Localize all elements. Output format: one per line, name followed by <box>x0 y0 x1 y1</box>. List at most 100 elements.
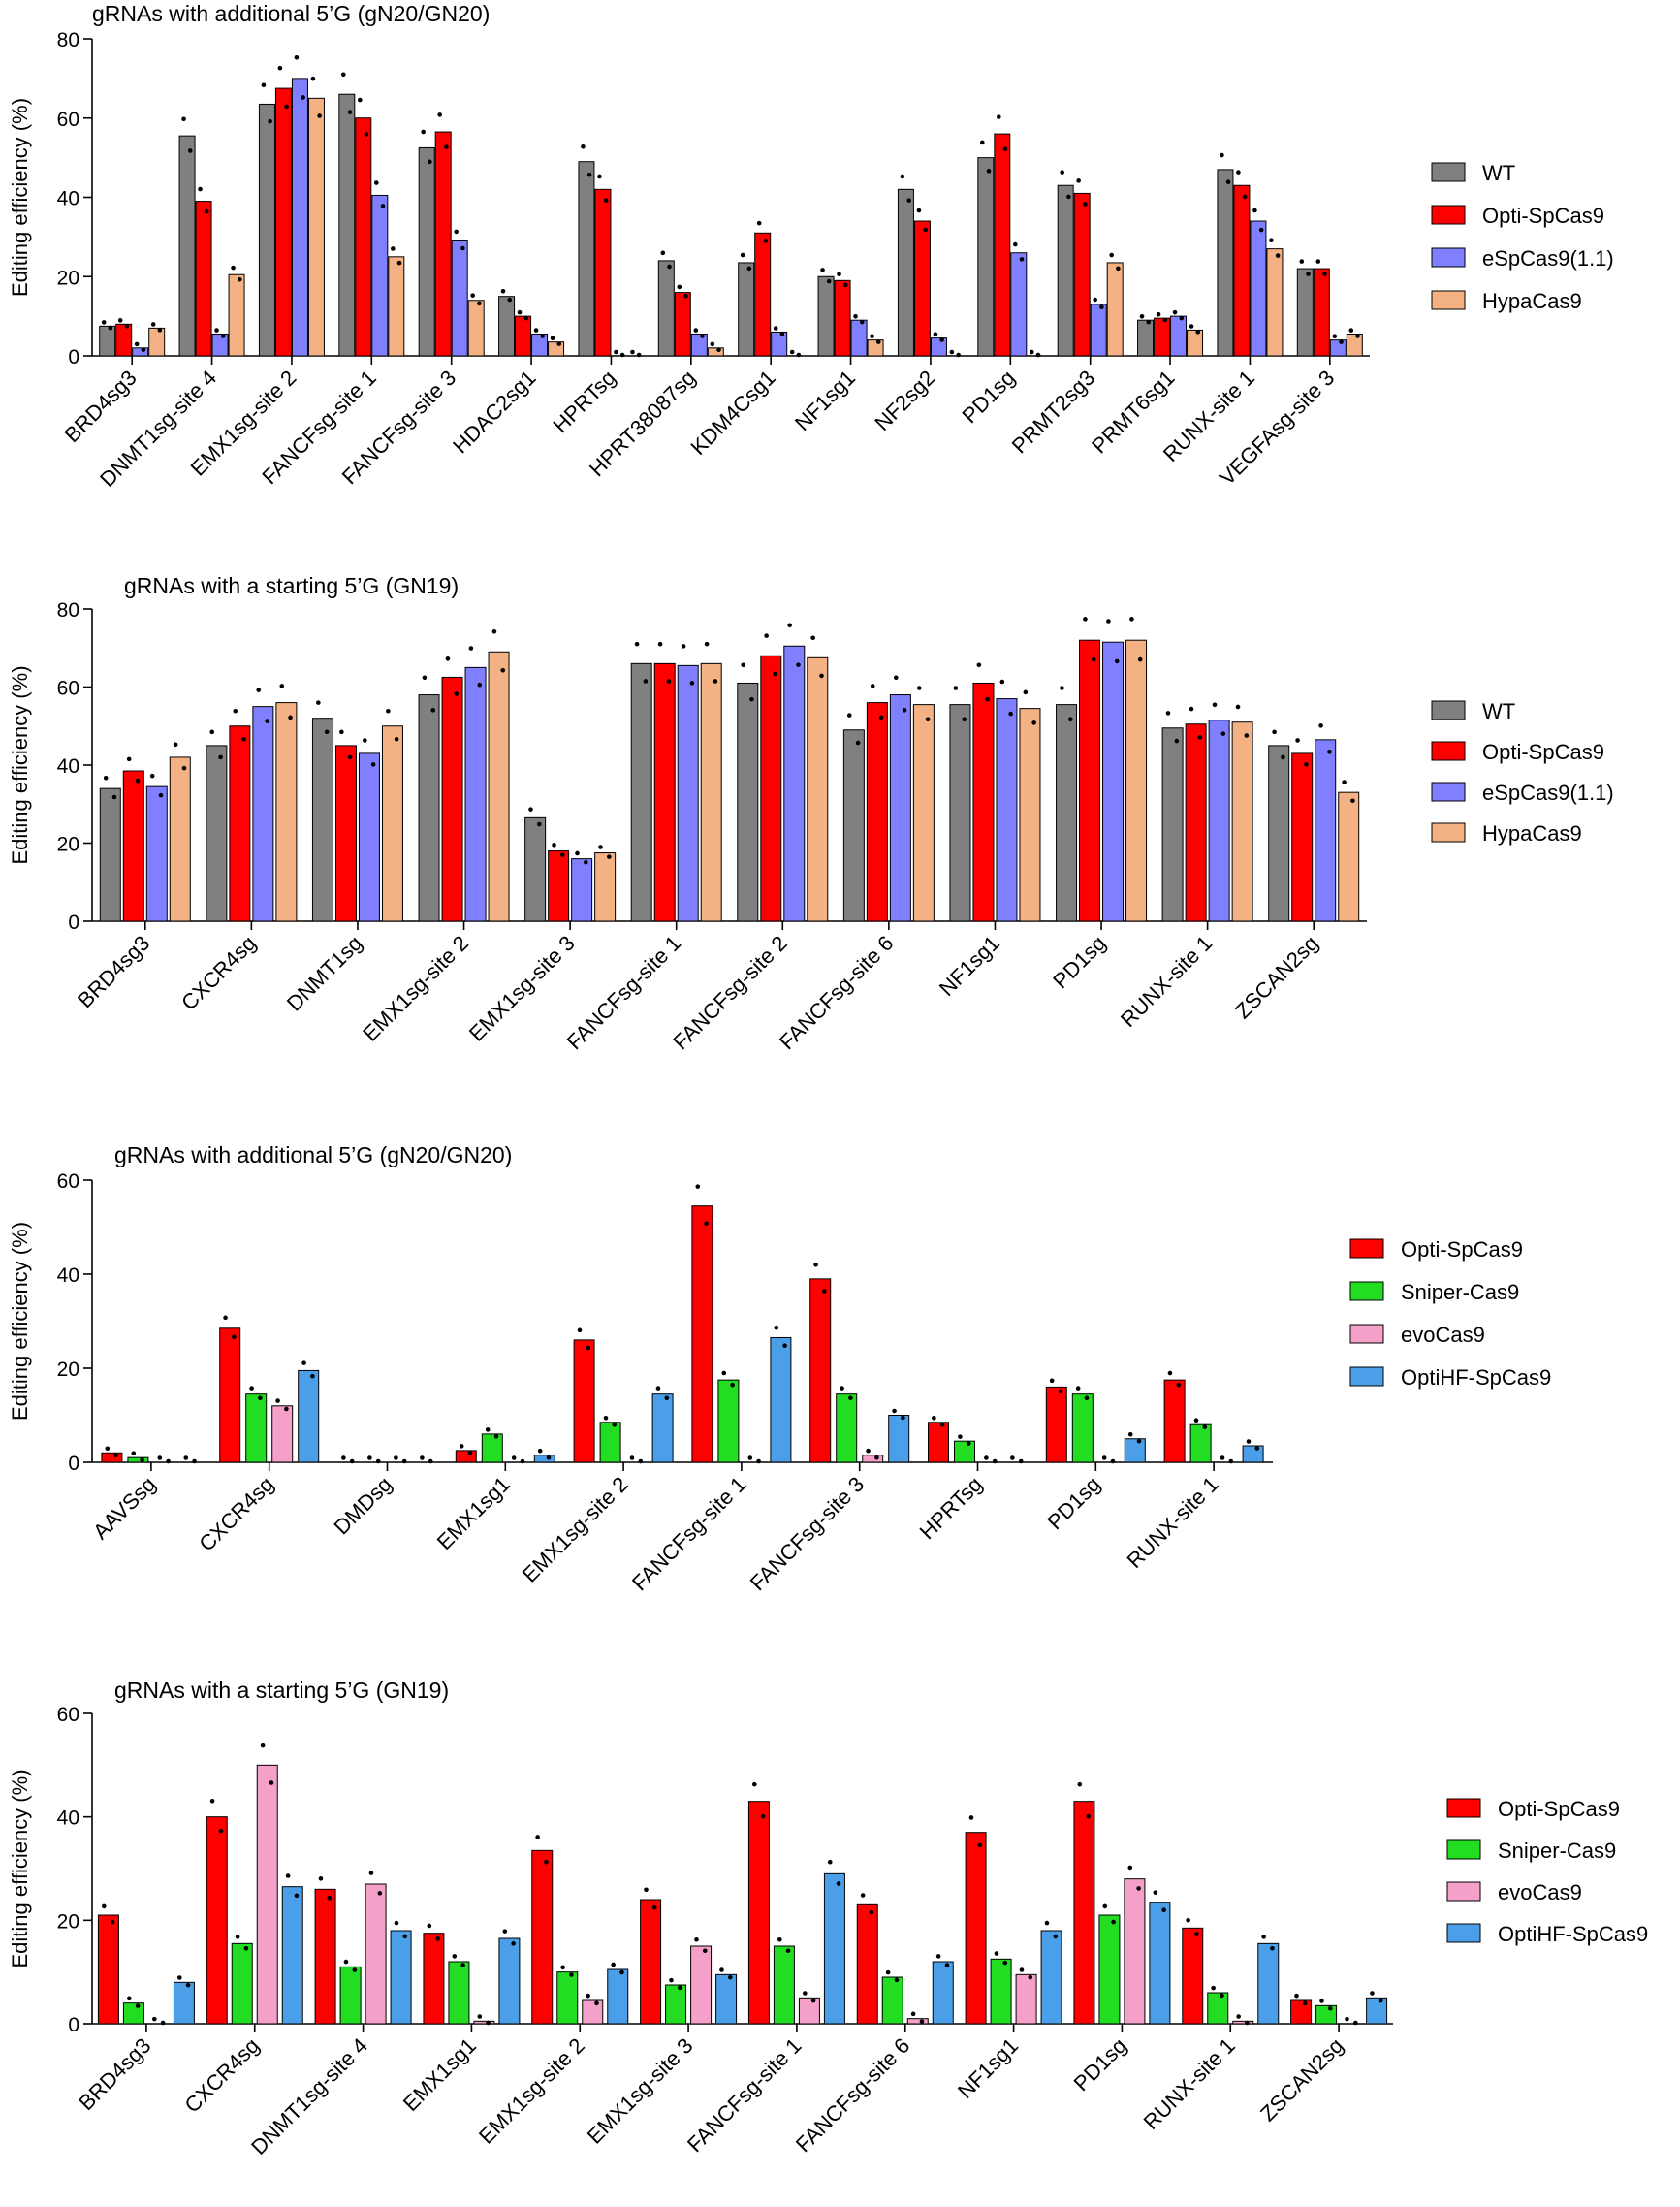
bar-wt-10 <box>1056 704 1078 922</box>
replicate-point <box>727 1974 733 1980</box>
replicate-point <box>597 174 602 179</box>
bar-hypacas9-10 <box>1125 639 1148 922</box>
x-tick-label: PD1sg <box>957 366 1019 428</box>
replicate-point <box>933 332 938 336</box>
replicate-point <box>552 843 556 848</box>
replicate-point <box>294 1893 300 1899</box>
bar-opti-spcas9-3 <box>334 745 357 922</box>
replicate-point <box>1167 1370 1173 1376</box>
legend-label: Sniper-Cas9 <box>1401 1280 1519 1304</box>
replicate-point <box>693 328 699 333</box>
bar-opti-spcas9-9 <box>754 232 772 357</box>
replicate-point <box>777 1936 782 1942</box>
y-tick-label: 20 <box>57 267 79 289</box>
replicate-point <box>491 628 497 634</box>
bar-opti-spcas9-2 <box>195 201 212 357</box>
replicate-point <box>452 1954 458 1959</box>
replicate-point <box>785 1948 791 1954</box>
y-tick-label: 60 <box>57 109 79 131</box>
bar-evocas9-10 <box>1124 1878 1146 2025</box>
bar-opti-spcas9-9 <box>965 1832 987 2025</box>
replicate-point <box>875 339 881 344</box>
bar-optihf-spcas9-5 <box>651 1393 674 1463</box>
replicate-point <box>349 1458 355 1464</box>
bar-wt-12 <box>977 157 995 357</box>
bar-sniper-cas9-12 <box>1315 2004 1338 2025</box>
replicate-point <box>396 260 402 266</box>
bar-optihf-spcas9-5 <box>607 1968 629 2025</box>
bar-espcas9-1-1--6 <box>531 334 549 357</box>
replicate-point <box>669 1977 674 1983</box>
replicate-point <box>820 268 825 272</box>
replicate-point <box>158 792 164 798</box>
legend-swatch <box>1349 1238 1384 1259</box>
replicate-point <box>1002 146 1008 151</box>
x-tick-label: CXCR4sg <box>176 931 261 1015</box>
bar-hypacas9-13 <box>1106 262 1124 357</box>
replicate-point <box>340 72 346 78</box>
replicate-point <box>241 736 246 742</box>
chart-panel-1: gRNAs with additional 5’G (gN20/GN20) Edi… <box>8 1 1614 492</box>
bar-optihf-spcas9-1 <box>173 1981 195 2025</box>
replicate-point <box>444 144 449 149</box>
legend-swatch <box>1431 205 1466 225</box>
replicate-point <box>533 328 539 333</box>
replicate-point <box>1197 735 1203 740</box>
replicate-point <box>826 278 832 284</box>
replicate-point <box>763 239 769 243</box>
bar-hypacas9-7 <box>807 656 829 922</box>
replicate-point <box>1244 733 1250 738</box>
replicate-point <box>594 2000 599 2006</box>
replicate-point <box>166 1458 171 1464</box>
replicate-point <box>612 1422 618 1427</box>
bar-opti-spcas9-12 <box>1291 752 1314 922</box>
replicate-point <box>1236 2014 1241 2019</box>
bar-opti-spcas9-1 <box>101 1452 123 1463</box>
replicate-point <box>386 708 391 714</box>
bar-opti-spcas9-11 <box>913 220 931 357</box>
bar-wt-10 <box>817 275 835 357</box>
replicate-point <box>204 208 209 214</box>
replicate-point <box>1193 1418 1199 1423</box>
replicate-point <box>380 204 386 208</box>
bar-opti-spcas9-15 <box>1233 184 1251 357</box>
replicate-point <box>976 662 982 668</box>
bar-opti-spcas9-1 <box>115 323 133 357</box>
replicate-point <box>1091 656 1096 662</box>
replicate-point <box>1220 152 1224 158</box>
replicate-point <box>1189 324 1194 329</box>
replicate-point <box>892 1408 897 1414</box>
y-axis-label: Editing efficiency (%) <box>8 665 32 864</box>
x-tick-label: DMDsg <box>329 1472 396 1540</box>
replicate-point <box>1318 723 1323 728</box>
replicate-point <box>150 322 156 327</box>
bar-wt-1 <box>99 787 121 922</box>
x-tick-label: NF1sg1 <box>953 2033 1023 2103</box>
replicate-point <box>1165 711 1171 716</box>
legend-label: WT <box>1482 699 1515 723</box>
replicate-point <box>237 276 242 282</box>
replicate-point <box>1019 257 1025 262</box>
replicate-point <box>157 328 163 333</box>
replicate-point <box>301 1360 306 1365</box>
replicate-point <box>1258 227 1264 233</box>
replicate-point <box>324 729 330 735</box>
y-tick-label: 20 <box>57 1910 79 1933</box>
replicate-point <box>422 675 428 681</box>
replicate-point <box>700 334 705 338</box>
replicate-point <box>131 1451 137 1455</box>
bar-espcas9-1-1--1 <box>132 347 149 357</box>
replicate-point <box>796 352 802 358</box>
replicate-point <box>310 1373 315 1379</box>
replicate-point <box>1109 252 1114 258</box>
replicate-point <box>185 1982 191 1988</box>
bar-hypacas9-12 <box>1338 791 1360 922</box>
replicate-point <box>710 341 715 347</box>
replicate-point <box>819 673 824 679</box>
replicate-point <box>1162 317 1168 323</box>
replicate-point <box>373 180 379 185</box>
bar-espcas9-1-1--8 <box>889 694 911 922</box>
replicate-point <box>1156 311 1161 317</box>
legend-label: eSpCas9(1.1) <box>1482 781 1614 805</box>
